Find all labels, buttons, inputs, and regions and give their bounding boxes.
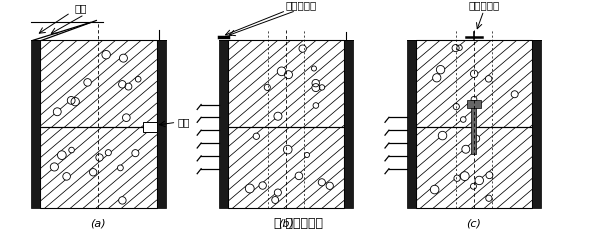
Circle shape (460, 172, 469, 181)
Circle shape (274, 189, 281, 196)
Circle shape (430, 185, 439, 194)
Circle shape (105, 150, 111, 156)
Bar (532, 40, 541, 208)
Text: 留槽: 留槽 (178, 117, 190, 127)
Circle shape (326, 182, 333, 189)
Circle shape (462, 145, 470, 153)
Circle shape (452, 45, 459, 52)
Circle shape (319, 85, 325, 90)
Circle shape (475, 176, 483, 185)
Circle shape (305, 152, 309, 158)
Bar (40, 127, 157, 208)
Text: 外贴止水带: 外贴止水带 (285, 1, 316, 11)
Circle shape (433, 74, 441, 82)
Circle shape (69, 147, 74, 153)
Circle shape (119, 81, 126, 88)
Circle shape (470, 70, 478, 78)
Circle shape (454, 175, 460, 181)
Circle shape (246, 184, 254, 193)
Circle shape (63, 173, 70, 180)
Circle shape (295, 172, 303, 180)
Circle shape (461, 117, 466, 122)
Bar (471, 100, 476, 154)
Circle shape (284, 71, 293, 79)
Circle shape (71, 97, 79, 106)
Circle shape (125, 83, 132, 90)
Bar (467, 100, 481, 108)
Bar (40, 40, 157, 127)
Circle shape (102, 51, 110, 59)
Circle shape (84, 79, 91, 86)
Bar (415, 127, 532, 208)
Circle shape (57, 151, 66, 160)
Circle shape (485, 75, 492, 82)
Text: (c): (c) (467, 218, 482, 228)
Bar (415, 40, 532, 127)
Circle shape (453, 103, 460, 110)
Circle shape (117, 165, 123, 171)
Circle shape (272, 197, 279, 203)
Circle shape (470, 183, 476, 189)
Circle shape (253, 133, 259, 139)
Bar (228, 40, 344, 127)
Bar (415, 127, 532, 208)
Circle shape (471, 96, 477, 102)
Circle shape (277, 67, 286, 76)
Circle shape (284, 145, 292, 154)
Circle shape (438, 131, 447, 140)
Circle shape (312, 84, 320, 92)
Bar (228, 127, 344, 208)
Circle shape (132, 150, 139, 157)
Circle shape (259, 182, 266, 189)
Circle shape (486, 195, 492, 201)
Bar (344, 40, 353, 208)
Text: 中埋止水带: 中埋止水带 (468, 1, 499, 11)
Bar (228, 40, 344, 127)
Circle shape (511, 91, 518, 98)
Bar (228, 127, 344, 208)
Circle shape (312, 66, 316, 71)
Bar (157, 40, 166, 208)
Circle shape (299, 45, 306, 52)
Bar (415, 40, 532, 127)
Circle shape (312, 79, 319, 87)
Circle shape (96, 154, 103, 161)
Text: (a): (a) (91, 218, 106, 228)
Circle shape (274, 112, 282, 120)
Circle shape (119, 197, 126, 204)
Circle shape (123, 114, 130, 121)
Bar (40, 40, 157, 127)
Text: 钉筋: 钉筋 (74, 4, 87, 14)
Bar (40, 127, 157, 208)
Circle shape (135, 76, 141, 82)
Circle shape (486, 172, 493, 179)
Text: 图 施工缝构造: 图 施工缝构造 (274, 217, 322, 230)
Circle shape (473, 135, 480, 142)
Circle shape (53, 108, 61, 116)
Circle shape (67, 96, 75, 104)
Circle shape (89, 168, 97, 176)
Circle shape (318, 179, 325, 186)
Circle shape (313, 103, 319, 108)
Circle shape (50, 163, 58, 171)
Bar (219, 40, 228, 208)
Circle shape (457, 45, 462, 51)
Bar (31, 40, 40, 208)
Circle shape (436, 65, 445, 74)
Circle shape (264, 84, 271, 90)
Bar (143, 122, 157, 132)
Text: (b): (b) (278, 218, 294, 228)
Circle shape (119, 54, 128, 62)
Bar (406, 40, 415, 208)
